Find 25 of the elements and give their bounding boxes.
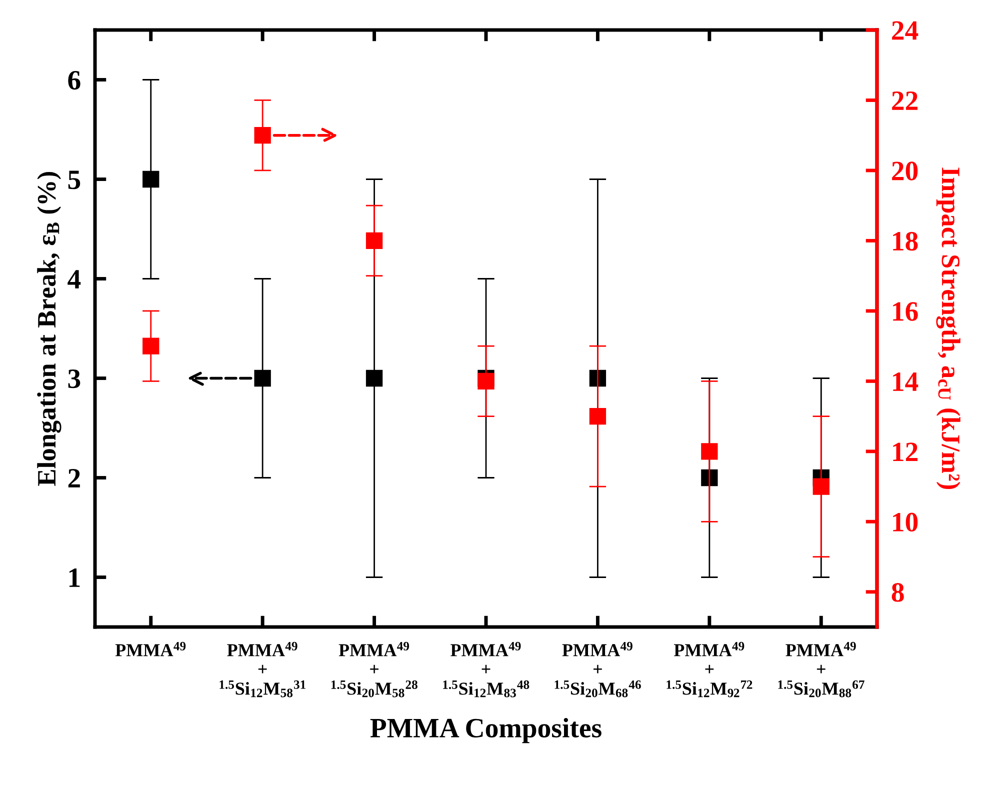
- y-tick-label: 2: [68, 468, 80, 488]
- category-label: PMMA$^{49}$ + $^{1.5}$Si$_{12}$M$_{92}$$^{72}$: [666, 642, 752, 698]
- category-label: PMMA$^{49}$ + $^{1.5}$Si$_{12}$M$_{83}$$^{48}$: [443, 642, 530, 698]
- y-tick-label: 6: [68, 70, 80, 90]
- y-tick-label: 3: [68, 369, 80, 388]
- x-tick-label: PMMA$^{49}$: [115, 642, 186, 656]
- category-label: PMMA$^{49}$ + $^{1.5}$Si$_{12}$M$_{58}$$^{31}$: [220, 642, 306, 698]
- y-axis-title: Elongation at Break, ε$_{B}$ (%): [37, 172, 62, 486]
- y2-tick-label: 10: [893, 512, 918, 532]
- y2-tick-label: 12: [893, 442, 918, 462]
- y2-tick-label: 20: [892, 162, 918, 180]
- y-tick-label: 1: [69, 568, 80, 587]
- y2-tick-label: 8: [892, 583, 904, 602]
- y2-axis-title: Impact Strength, a$_{cU}$ (kJ/m²): [936, 168, 960, 490]
- category-label: PMMA$^{49}$ + $^{1.5}$Si$_{20}$M$_{58}$$^{28}$: [331, 642, 418, 698]
- y-tick-label: 5: [68, 170, 80, 190]
- y2-tick-label: 22: [892, 91, 918, 110]
- y2-tick-label: 24: [892, 21, 918, 40]
- y2-tick-label: 18: [893, 232, 918, 251]
- y2-tick-label: 14: [893, 372, 918, 391]
- y2-tick-label: 16: [893, 302, 918, 321]
- x-axis-title: PMMA Composites: [370, 718, 602, 744]
- y-tick-label: 4: [68, 270, 81, 288]
- category-label: PMMA$^{49}$ + $^{1.5}$Si$_{20}$M$_{88}$$^{67}$: [778, 642, 864, 698]
- category-label: PMMA$^{49}$ + $^{1.5}$Si$_{20}$M$_{68}$$^{46}$: [554, 642, 641, 698]
